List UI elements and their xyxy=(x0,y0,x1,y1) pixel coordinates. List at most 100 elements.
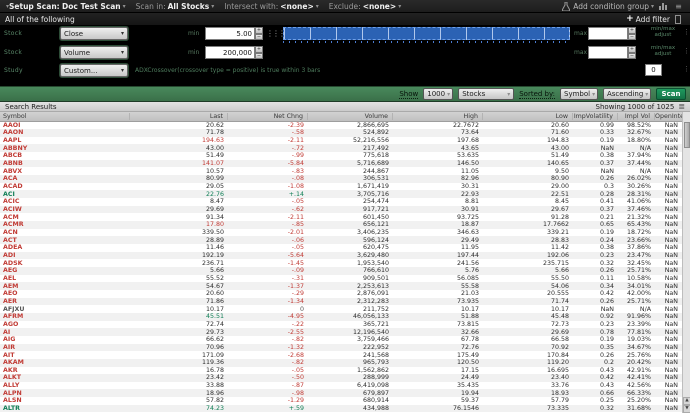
collapse-caret-icon[interactable]: ▾ xyxy=(6,2,10,10)
max-value-stepper[interactable]: + − xyxy=(628,27,636,40)
scan-button[interactable]: Scan xyxy=(656,88,686,100)
table-row[interactable]: ABBNY 43.00 -.72 217,492 43.65 43.00 NaN N/A NaN xyxy=(0,144,682,153)
filter-field-dropdown[interactable]: Close ▾ xyxy=(60,27,128,40)
instrument-type-dropdown[interactable]: Stocks ▾ xyxy=(458,88,515,100)
step-up-icon[interactable]: + xyxy=(255,27,263,34)
row-options-icon[interactable]: ⋮ xyxy=(683,65,690,73)
table-row[interactable]: ALKT 23.42 -.50 288,999 24.49 23.40 0.42 42.41%… xyxy=(0,374,682,382)
column-header-net-chng[interactable]: Net Chng xyxy=(228,112,308,120)
table-row[interactable]: AER 71.86 -1.34 2,312,283 73.935 71.74 0.26 25.… xyxy=(0,297,682,306)
table-row[interactable]: ABCB 51.49 -.99 775,618 53.635 51.49 0.38 37.94… xyxy=(0,152,682,160)
scan-in-menu[interactable]: Scan in: All Stocks ▾ xyxy=(136,2,215,11)
add-filter-button[interactable]: + Add filter xyxy=(626,14,670,24)
column-header-last[interactable]: Last xyxy=(130,112,228,120)
table-row[interactable]: ADI 192.19 -5.64 3,629,480 197.44 192.06 0.23 2… xyxy=(0,251,682,260)
min-value-input[interactable]: 5.00 xyxy=(205,27,255,40)
column-header-impvolatility[interactable]: ImpVolatility xyxy=(573,112,618,120)
show-count-dropdown[interactable]: 1000 ▾ xyxy=(423,88,454,100)
minmax-adjust-note[interactable]: min/max adjust xyxy=(650,45,676,57)
cell-last: 72.74 xyxy=(205,320,224,328)
vertical-scrollbar[interactable]: ▲ ▼ xyxy=(682,112,690,413)
step-down-icon[interactable]: − xyxy=(628,52,636,59)
min-value-stepper[interactable]: + − xyxy=(255,46,263,59)
column-header-volume[interactable]: Volume xyxy=(308,112,393,120)
column-header-impl-vol[interactable]: Impl Vol xyxy=(618,112,655,120)
table-row[interactable]: ACA 80.99 -.08 306,531 82.96 80.90 0.26 26.02% N… xyxy=(0,175,682,183)
table-row[interactable]: ACT 28.89 -.06 596,124 29.49 28.83 0.24 23.66% N… xyxy=(0,236,682,244)
table-row[interactable]: ALPN 18.96 -.98 679,897 19.94 18.93 0.66 66.33%… xyxy=(0,389,682,398)
table-row[interactable]: ABNB 141.07 -5.84 5,716,689 146.50 140.65 0.37… xyxy=(0,159,682,168)
table-row[interactable]: ACIW 29.69 -.62 917,721 30.91 29.67 0.37 37.46%… xyxy=(0,205,682,214)
bars-count-input[interactable]: 0 xyxy=(645,64,662,76)
table-row[interactable]: AEM 54.67 -1.37 2,253,613 55.58 54.06 0.34 34.0… xyxy=(0,282,682,290)
drag-handle-icon[interactable]: ⋮⋮⋮ xyxy=(266,29,286,38)
max-value-input[interactable] xyxy=(588,46,628,59)
intersect-with-menu[interactable]: Intersect with: <none> ▾ xyxy=(224,2,319,11)
min-value-input[interactable]: 200,000 xyxy=(205,46,255,59)
table-row[interactable]: AFRM 45.51 -4.95 46,056,133 51.88 45.48 0.92 91… xyxy=(0,312,682,321)
column-header-low[interactable]: Low xyxy=(483,112,573,120)
table-row[interactable]: AEL 55.52 -.31 909,501 56.085 55.50 0.11 10.58%… xyxy=(0,275,682,283)
sort-direction-dropdown[interactable]: Ascending ▾ xyxy=(603,88,651,100)
max-value-input[interactable] xyxy=(588,27,628,40)
panel-icon[interactable] xyxy=(673,14,682,24)
setup-scan-menu[interactable]: Setup Scan: Doc Test Scan ▾ xyxy=(9,2,126,11)
max-value-stepper[interactable]: + − xyxy=(628,46,636,59)
add-condition-group-menu[interactable]: Add condition group ▾ xyxy=(573,2,654,11)
custom-study-description[interactable]: ADXCrossover(crossover type = positive) … xyxy=(135,67,321,74)
range-slider[interactable] xyxy=(283,27,570,40)
table-row[interactable]: AGO 72.74 -.22 365,721 73.815 72.73 0.23 23.39%… xyxy=(0,321,682,329)
table-row[interactable]: ACN 339.50 -2.01 3,406,235 346.63 339.21 0.19 1… xyxy=(0,229,682,237)
table-row[interactable]: AAOI 20.62 -2.39 2,866,695 22.7672 20.60 0.99 9… xyxy=(0,122,682,130)
table-row[interactable]: ALLY 33.88 -.87 6,419,098 35.435 33.76 0.43 42.… xyxy=(0,382,682,390)
table-row[interactable]: AEG 5.66 -.09 766,610 5.76 5.66 0.26 25.71% NaN xyxy=(0,266,682,275)
table-row[interactable]: AFJXU 10.17 0 211,752 10.17 10.17 NaN N/A NaN xyxy=(0,305,682,313)
table-row[interactable]: ALSN 57.82 -1.29 680,914 59.37 57.79 0.25 25.20… xyxy=(0,397,682,405)
table-row[interactable]: ACAD 29.05 -1.08 1,671,419 30.31 29.00 0.3 30.2… xyxy=(0,183,682,191)
hamburger-menu-icon[interactable]: ≡ xyxy=(675,1,682,11)
table-row[interactable]: ADSK 236.71 -1.45 1,953,540 241.56 235.715 0.3… xyxy=(0,259,682,267)
table-row[interactable]: AIR 70.96 -1.32 222,952 72.76 70.92 0.35 34.67%… xyxy=(0,343,682,352)
exclude-menu[interactable]: Exclude: <none> ▾ xyxy=(329,2,401,11)
column-header-openinterest[interactable]: OpenInterest ⊙ xyxy=(655,112,690,120)
table-row[interactable]: ACIC 8.47 -.05 254,474 8.81 8.45 0.41 41.06% NaN xyxy=(0,198,682,206)
table-row[interactable]: ACI 22.76 +.14 3,705,716 22.93 22.51 0.28 28.31… xyxy=(0,190,682,199)
table-row[interactable]: AKR 16.78 -.05 1,562,862 17.15 16.695 0.43 42.9… xyxy=(0,367,682,375)
scrollbar-thumb[interactable] xyxy=(684,122,690,148)
filter-field-dropdown[interactable]: Volume ▾ xyxy=(60,46,128,59)
table-row[interactable]: ADEA 11.46 -.05 620,475 11.95 11.42 0.38 37.86%… xyxy=(0,244,682,252)
table-row[interactable]: ACM 91.34 -2.11 601,450 93.725 91.28 0.21 21.32… xyxy=(0,213,682,221)
step-up-icon[interactable]: + xyxy=(628,46,636,53)
table-row[interactable]: AIG 66.62 -.82 3,759,466 67.78 66.58 0.19 19.03… xyxy=(0,336,682,344)
table-row[interactable]: ACMR 17.80 -.85 656,121 18.87 17.7662 0.65 65.4… xyxy=(0,221,682,229)
sort-field-dropdown[interactable]: Symbol ▾ xyxy=(560,88,598,100)
cell-impl-vol: 32.45% xyxy=(626,259,651,267)
cell-low: 170.84 xyxy=(546,351,569,359)
step-down-icon[interactable]: − xyxy=(255,33,263,40)
scroll-down-icon[interactable]: ▼ xyxy=(683,405,690,413)
row-options-icon[interactable]: ⋮ xyxy=(683,47,690,55)
table-row[interactable]: ABVX 10.57 -.83 244,867 11.05 9.50 NaN N/A NaN xyxy=(0,167,682,175)
scroll-up-icon[interactable]: ▲ xyxy=(683,397,690,405)
minmax-adjust-note[interactable]: min/max adjust xyxy=(650,26,676,38)
column-header-symbol[interactable]: Symbol xyxy=(0,112,130,120)
min-value-stepper[interactable]: + − xyxy=(255,27,263,40)
column-header-high[interactable]: High xyxy=(393,112,483,120)
table-row[interactable]: AEO 20.60 -.29 2,876,091 21.03 20.555 0.42 42.0… xyxy=(0,290,682,298)
filter-field-dropdown[interactable]: Custom... ▾ xyxy=(60,64,128,77)
cell-open-interest: NaN xyxy=(664,374,678,382)
bar-chart-icon[interactable] xyxy=(659,2,668,11)
table-row[interactable]: AI 29.73 -2.55 12,196,540 32.66 29.69 0.78 77.8… xyxy=(0,328,682,336)
table-row[interactable]: AIT 171.09 -2.68 241,568 175.49 170.84 0.26 25.… xyxy=(0,351,682,359)
step-down-icon[interactable]: − xyxy=(628,33,636,40)
row-options-icon[interactable]: ⋮ xyxy=(683,28,690,36)
table-row[interactable]: AAON 71.78 -.58 524,892 73.64 71.60 0.33 32.67%… xyxy=(0,129,682,137)
table-row[interactable]: AKAM 119.36 -.82 965,793 120.50 119.20 0.2 20.4… xyxy=(0,358,682,367)
table-row[interactable]: AAPL 194.63 -2.11 52,216,556 197.68 194.83 0.1… xyxy=(0,137,682,145)
step-down-icon[interactable]: − xyxy=(255,52,263,59)
beaker-icon[interactable] xyxy=(561,1,570,11)
table-row[interactable]: ALTR 74.23 +.59 434,988 76.1546 73.335 0.32 31.… xyxy=(0,404,682,413)
step-up-icon[interactable]: + xyxy=(628,27,636,34)
results-menu-icon[interactable]: ≣ xyxy=(678,102,685,111)
step-up-icon[interactable]: + xyxy=(255,46,263,53)
